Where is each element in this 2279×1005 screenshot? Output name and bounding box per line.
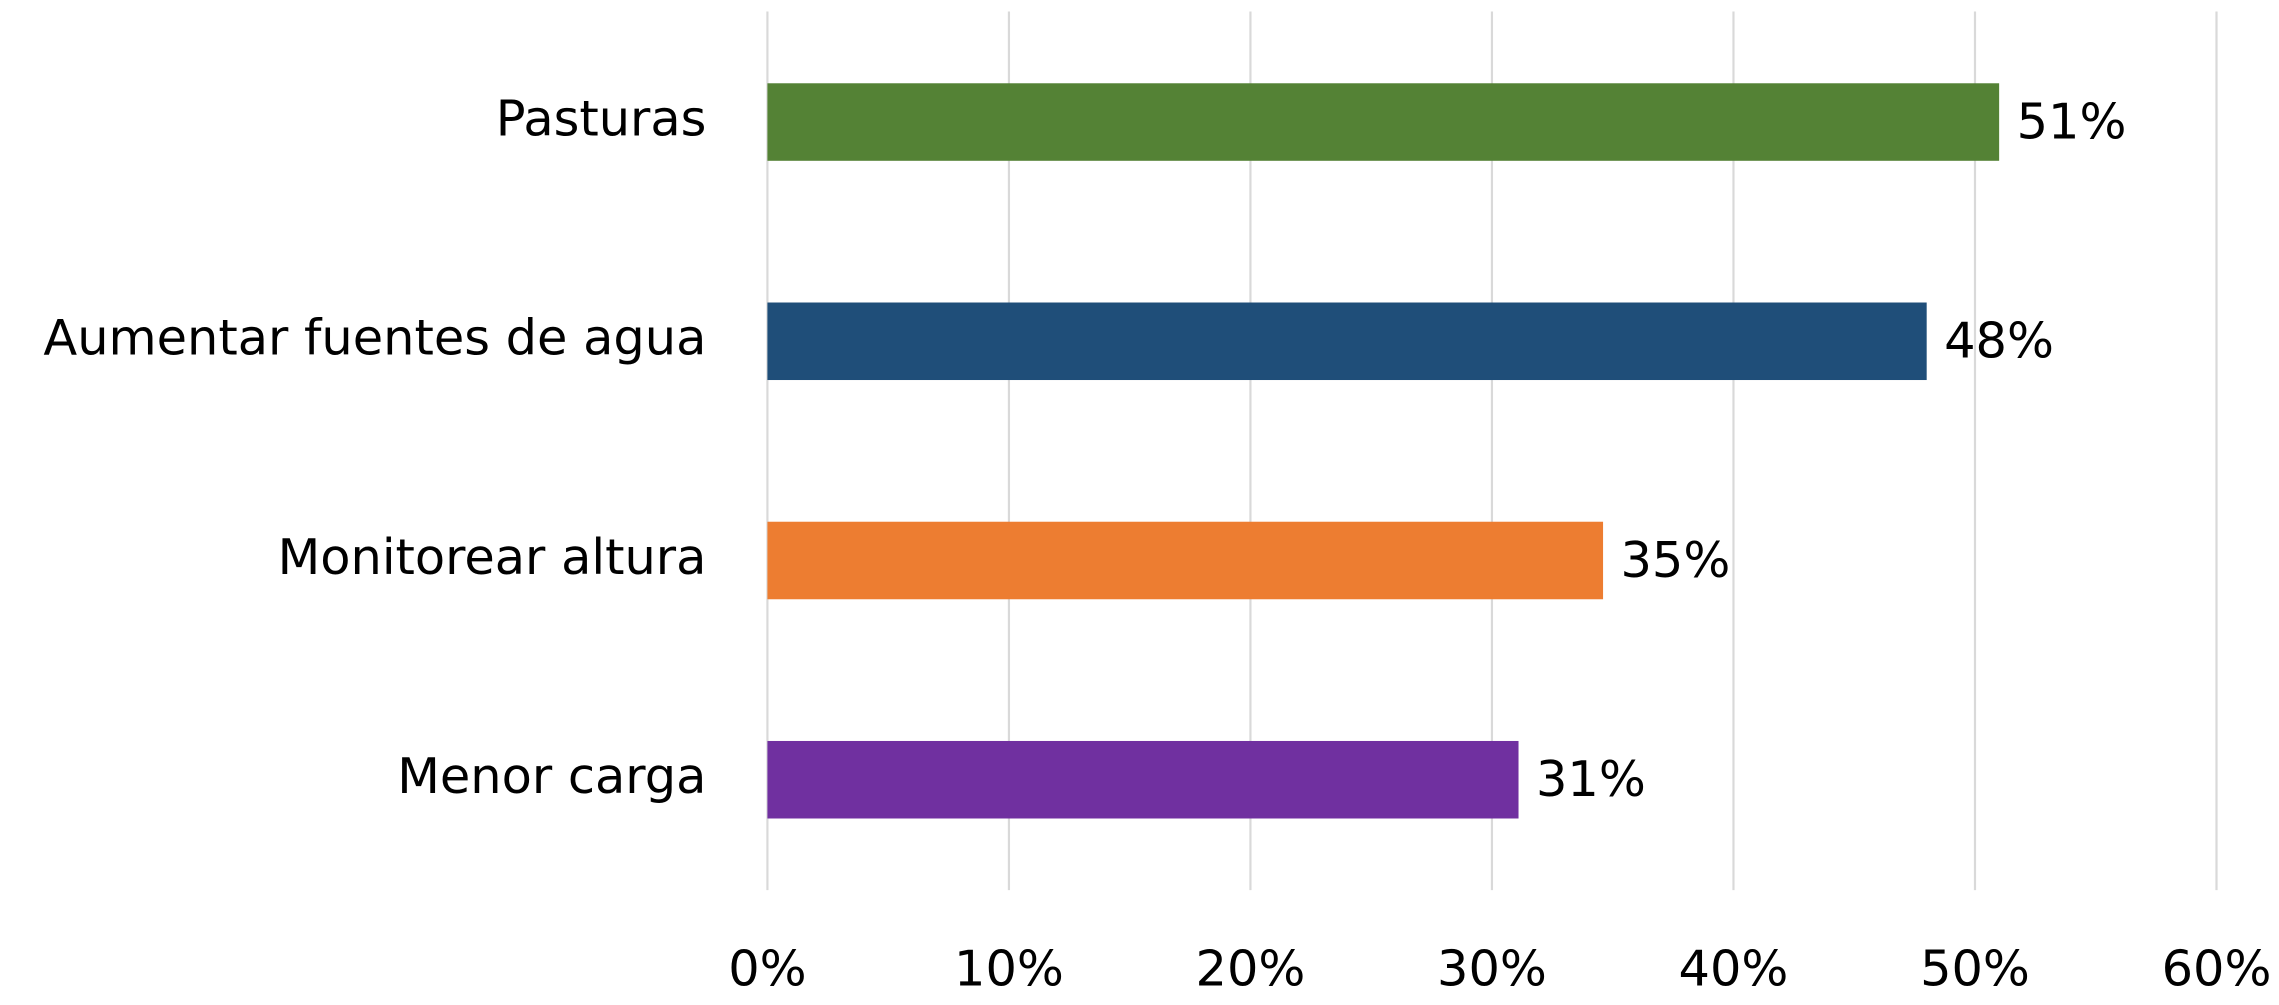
category-label: Monitorear altura xyxy=(278,528,707,586)
bar xyxy=(767,740,1519,819)
bar xyxy=(767,302,1927,381)
data-label: 35% xyxy=(1620,531,1730,589)
data-label: 31% xyxy=(1536,750,1646,808)
x-tick-label: 40% xyxy=(1679,940,1789,998)
x-tick-label: 10% xyxy=(954,940,1064,998)
x-tick-label: 0% xyxy=(728,940,806,998)
category-label: Aumentar fuentes de agua xyxy=(43,309,706,367)
category-label: Menor carga xyxy=(397,747,706,805)
x-tick-label: 30% xyxy=(1437,940,1547,998)
data-label: 51% xyxy=(2017,93,2127,151)
x-tick-label: 60% xyxy=(2162,940,2272,998)
x-tick-label: 50% xyxy=(1920,940,2030,998)
bar xyxy=(767,521,1604,600)
data-label: 48% xyxy=(1944,312,2054,370)
category-label: Pasturas xyxy=(496,90,707,148)
bar xyxy=(767,83,2000,161)
x-tick-label: 20% xyxy=(1196,940,1306,998)
